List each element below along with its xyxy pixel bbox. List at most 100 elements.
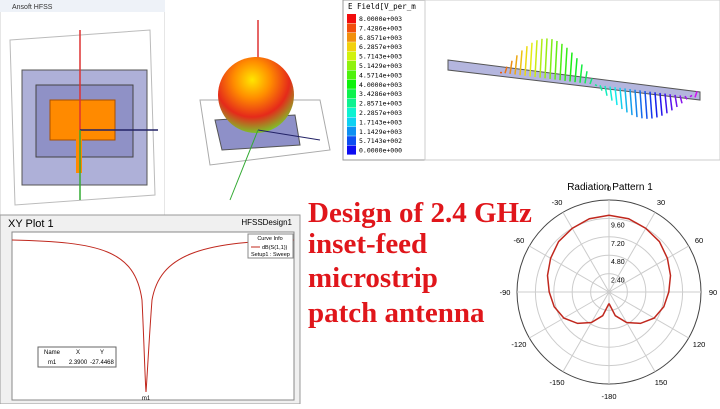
field-view	[424, 0, 720, 161]
legend-level: 2.2857e+003	[359, 109, 402, 117]
legend-swatch	[347, 136, 356, 146]
headline-line: inset-feed	[308, 228, 427, 260]
theta-tick-label: 30	[657, 198, 665, 207]
theta-tick-label: 120	[693, 340, 706, 349]
field-arrow	[654, 92, 658, 118]
theta-tick-label: 0	[607, 184, 611, 193]
s11-curve	[11, 239, 295, 393]
field-arrow	[524, 46, 528, 76]
field-arrow	[509, 60, 513, 74]
grid-spoke	[608, 245, 689, 293]
legend-level: 7.4286e+003	[359, 24, 402, 32]
field-arrow	[694, 91, 698, 98]
marker-label: m1	[142, 396, 151, 402]
legend-swatch	[347, 108, 356, 117]
field-arrow	[594, 83, 598, 87]
field-arrow	[559, 43, 563, 81]
table-header: Name	[44, 350, 61, 356]
xy-title: XY Plot 1	[8, 218, 54, 230]
field-arrow	[639, 90, 643, 119]
grid-spoke	[608, 212, 656, 293]
r-tick-label: 2.40	[611, 278, 625, 285]
field-arrow	[569, 52, 573, 82]
field-arrow	[504, 66, 508, 74]
field-arrow	[584, 71, 588, 84]
grid-spoke	[562, 291, 610, 372]
legend-swatch	[347, 23, 356, 33]
legend-title: E Field[V_per_m	[348, 2, 416, 11]
theta-tick-label: -60	[514, 236, 525, 245]
field-arrow	[649, 91, 653, 119]
legend-level: 5.1429e+003	[359, 62, 402, 70]
field-arrow	[684, 95, 688, 100]
field-arrow	[669, 94, 673, 111]
grid-spoke	[529, 291, 610, 339]
field-arrow	[579, 64, 583, 83]
theta-tick-label: -180	[601, 392, 616, 401]
table-header: X	[76, 350, 80, 356]
field-arrow	[619, 87, 623, 110]
legend-level: 3.4286e+003	[359, 90, 402, 98]
table-cell: m1	[48, 360, 57, 366]
field-arrow	[549, 39, 553, 79]
r-tick-label: 7.20	[611, 241, 625, 248]
legend-level: 4.5714e+003	[359, 71, 402, 79]
pattern-curve	[546, 214, 672, 325]
r-tick-label: 4.80	[611, 259, 625, 266]
field-arrow	[679, 95, 683, 104]
grid-spoke	[562, 212, 610, 293]
headline-line: microstrip	[308, 262, 438, 294]
theta-tick-label: -150	[549, 378, 564, 387]
legend-swatch	[347, 145, 356, 155]
field-arrow	[529, 42, 533, 77]
headline: Design of 2.4 GHz inset-feed microstrip …	[308, 197, 532, 329]
curve-name: dB(S(1,1))	[262, 245, 288, 251]
chart-title: Radiation Pattern 1	[567, 182, 653, 193]
field-arrow	[664, 93, 668, 114]
legend-swatch	[347, 42, 356, 52]
theta-tick-label: -30	[552, 198, 563, 207]
legend-swatch	[347, 32, 356, 42]
legend-swatch	[347, 79, 356, 89]
legend-level: 8.0000e+003	[359, 15, 402, 23]
field-arrow	[659, 92, 663, 116]
field-arrow	[604, 85, 608, 96]
table-cell: 2.3900	[69, 360, 88, 366]
legend-level: 6.2857e+003	[359, 43, 402, 51]
field-arrow	[644, 90, 648, 119]
field-arrow	[634, 89, 638, 118]
field-arrow	[514, 55, 518, 75]
xy-plot: XY Plot 1 HFSSDesign1 Curve Info dB(S(1,…	[0, 214, 301, 405]
field-arrow	[689, 94, 693, 98]
legend-level: 5.7143e+002	[359, 137, 402, 145]
field-arrow	[609, 86, 613, 101]
pattern-3d-view	[165, 0, 343, 215]
field-arrow	[544, 38, 548, 79]
legend-level: 2.8571e+003	[359, 100, 402, 108]
legend-swatch	[347, 117, 356, 127]
curve-setup: Setup1 : Sweep	[251, 252, 290, 258]
legend-level: 6.8571e+003	[359, 34, 402, 42]
legend-swatch	[347, 126, 356, 136]
curve-info-header: Curve Info	[257, 236, 282, 242]
field-arrow	[589, 78, 593, 85]
field-arrow	[624, 88, 628, 113]
theta-tick-label: -90	[500, 288, 511, 297]
theta-tick-label: 60	[695, 236, 703, 245]
r-tick-label: 9.60	[611, 222, 625, 229]
legend-swatch	[347, 51, 356, 61]
window-title: Ansoft HFSS	[12, 4, 53, 11]
legend-level: 1.7143e+003	[359, 118, 402, 126]
legend-swatch	[347, 70, 356, 80]
theta-tick-label: 150	[655, 378, 668, 387]
headline-line: patch antenna	[308, 297, 485, 329]
legend-swatch	[347, 89, 356, 99]
grid-spoke	[529, 245, 610, 293]
field-arrow	[599, 85, 603, 91]
field-arrow	[674, 94, 678, 108]
table-header: Y	[100, 350, 104, 356]
field-arrow	[534, 40, 538, 78]
field-arrow	[519, 50, 523, 76]
xy-design: HFSSDesign1	[241, 218, 292, 227]
